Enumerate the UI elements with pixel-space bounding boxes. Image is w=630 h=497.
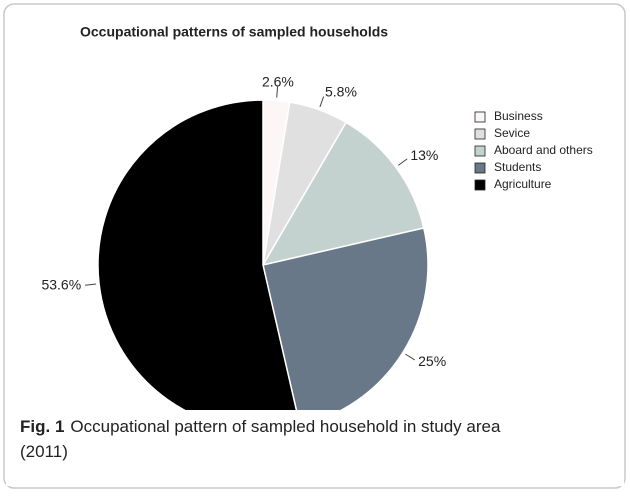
legend-label: Sevice [494, 126, 530, 140]
legend-swatch [474, 179, 486, 191]
caption-background [6, 410, 624, 486]
data-label: 13% [410, 147, 438, 163]
caption: Fig. 1 Occupational pattern of sampled ho… [20, 417, 501, 436]
leader-line [405, 353, 415, 361]
leader-line [319, 96, 325, 108]
leader-line [276, 86, 279, 98]
legend-label: Students [494, 160, 541, 174]
caption: (2011) [20, 442, 68, 461]
data-label: 25% [418, 353, 446, 369]
legend-label: Aboard and others [494, 143, 593, 157]
legend-label: Business [494, 109, 543, 123]
legend-label: Agriculture [494, 177, 552, 191]
legend-swatch [474, 111, 486, 123]
legend-swatch [474, 128, 486, 140]
caption-text: Occupational pattern of sampled househol… [70, 417, 501, 436]
data-label: 53.6% [41, 276, 81, 292]
legend-swatch [474, 162, 486, 174]
data-label: 5.8% [325, 84, 357, 100]
chart-title: Occupational patterns of sampled househo… [80, 24, 388, 40]
caption-text: (2011) [20, 442, 68, 461]
legend-swatch [474, 145, 486, 157]
data-label: 2.6% [262, 73, 294, 89]
leader-line [397, 158, 408, 166]
pie-slice [261, 121, 425, 267]
leader-line [85, 283, 97, 286]
caption-label: Fig. 1 [20, 417, 64, 436]
